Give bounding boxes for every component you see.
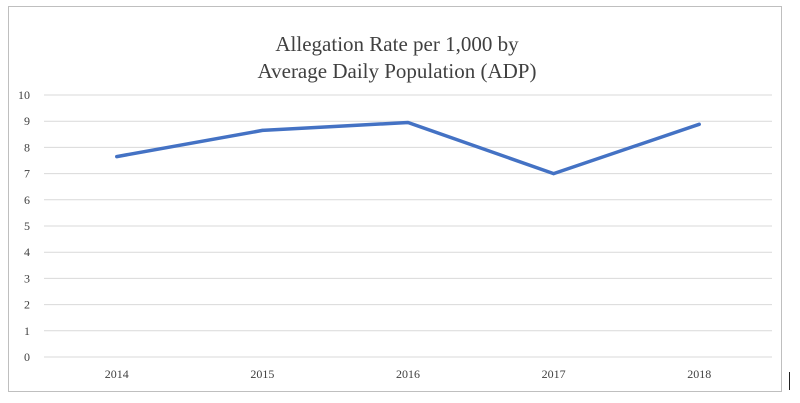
series-layer: [115, 120, 701, 176]
y-tick-label: 8: [24, 140, 30, 154]
x-tick-label: 2015: [250, 367, 274, 381]
y-tick-label: 1: [24, 324, 30, 338]
y-tick-label: 2: [24, 298, 30, 312]
series-line: [115, 120, 701, 176]
y-tick-label: 4: [24, 245, 30, 259]
data-point-2018: [697, 122, 701, 126]
data-point-2014: [115, 155, 119, 159]
y-tick-label: 9: [24, 114, 30, 128]
chart-subtitle: Average Daily Population (ADP): [258, 59, 537, 83]
data-point-2015: [260, 128, 264, 132]
x-tick-label: 2016: [396, 367, 420, 381]
y-tick-label: 5: [24, 219, 30, 233]
x-axis-ticks: 2014 2015 2016 2017 2018: [105, 367, 711, 381]
y-tick-label: 3: [24, 271, 30, 285]
chart-frame: [8, 6, 782, 392]
gridlines: [44, 94, 772, 358]
y-tick-label: 10: [18, 88, 30, 102]
y-tick-label: 6: [24, 193, 30, 207]
x-tick-label: 2018: [687, 367, 711, 381]
y-tick-label: 7: [24, 167, 30, 181]
y-axis-ticks: 0 1 2 3 4 5 6 7 8 9 10: [18, 88, 30, 364]
x-tick-label: 2017: [542, 367, 566, 381]
chart-title: Allegation Rate per 1,000 by: [275, 32, 519, 56]
x-tick-label: 2014: [105, 367, 129, 381]
y-tick-label: 0: [24, 350, 30, 364]
data-point-2016: [406, 121, 410, 125]
data-point-2017: [552, 172, 556, 176]
edge-marker: [789, 372, 790, 390]
